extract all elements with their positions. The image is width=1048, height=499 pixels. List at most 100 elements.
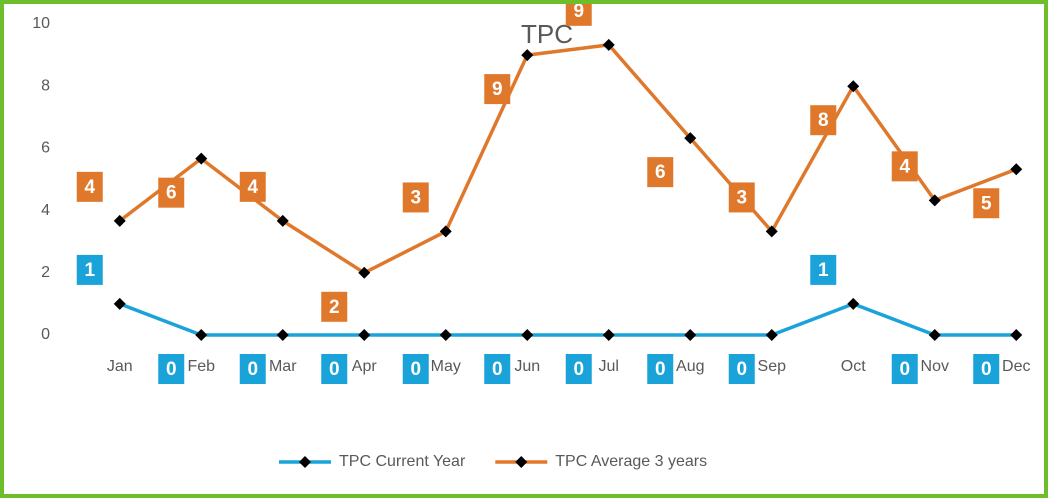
point-marker [1010, 329, 1023, 341]
data-label-text: 0 [981, 359, 992, 380]
data-label-box [647, 157, 674, 188]
data-label: 3 [402, 182, 429, 213]
y-tick-label: 8 [41, 77, 50, 94]
data-label-box [402, 354, 429, 384]
data-label-box [565, 0, 592, 26]
data-label-box [321, 354, 348, 384]
data-label: 1 [810, 254, 837, 285]
legend-marker [515, 456, 528, 468]
point-marker [439, 329, 452, 341]
data-label-text: 9 [573, 4, 584, 22]
data-label-text: 2 [329, 297, 340, 318]
data-label: 0 [484, 354, 511, 384]
point-marker [113, 214, 126, 227]
data-label: 6 [647, 157, 674, 188]
point-marker [358, 266, 371, 279]
x-tick-label: Nov [921, 358, 949, 375]
data-label: 0 [565, 354, 592, 384]
y-tick-label: 2 [41, 264, 50, 281]
point-marker [113, 297, 126, 310]
data-label-box [973, 188, 1000, 219]
x-tick-label: Mar [269, 358, 297, 375]
data-label: 2 [321, 291, 348, 322]
point-marker [684, 329, 697, 341]
point-marker [602, 38, 615, 51]
data-label-text: 3 [736, 187, 747, 208]
data-label-box [973, 354, 1000, 384]
y-tick-label: 6 [41, 140, 50, 157]
data-label-text: 6 [166, 183, 177, 204]
point-marker [684, 132, 697, 145]
data-label-text: 5 [981, 193, 992, 214]
point-marker [1010, 163, 1023, 176]
data-label: 5 [973, 188, 1000, 219]
data-label-box [891, 354, 918, 384]
legend-label: TPC Current Year [339, 453, 466, 470]
data-label-box [728, 354, 755, 384]
data-label: 1 [76, 254, 103, 285]
data-label: 4 [891, 151, 918, 182]
point-marker [195, 152, 208, 165]
x-tick-label: May [431, 358, 461, 375]
data-label-text: 0 [655, 359, 666, 380]
data-label-box [239, 354, 266, 384]
data-label: 0 [728, 354, 755, 384]
data-label-box [158, 177, 185, 208]
data-label-box [891, 151, 918, 182]
point-marker [928, 329, 941, 341]
data-label: 9 [565, 0, 592, 26]
data-label-text: 9 [492, 79, 503, 100]
legend-marker [299, 456, 311, 468]
point-marker [276, 329, 289, 341]
data-label: 4 [239, 171, 266, 202]
point-marker [276, 214, 289, 227]
y-tick-label: 4 [41, 202, 50, 219]
data-label-box [728, 182, 755, 213]
data-label-box [647, 354, 674, 384]
data-label: 9 [484, 74, 511, 105]
data-label: 0 [973, 354, 1000, 384]
data-label-text: 0 [736, 359, 747, 380]
data-label: 3 [728, 182, 755, 213]
x-tick-label: Aug [676, 358, 704, 375]
data-label-text: 0 [492, 359, 503, 380]
data-label-text: 1 [818, 260, 829, 281]
point-marker [439, 225, 452, 238]
point-marker [847, 80, 860, 93]
data-label: 0 [321, 354, 348, 384]
data-label: 0 [239, 354, 266, 384]
data-label-box [565, 354, 592, 384]
data-label-box [484, 74, 511, 105]
data-label: 8 [810, 105, 837, 136]
data-label-box [321, 291, 348, 322]
data-label-box [484, 354, 511, 384]
x-tick-label: Feb [187, 358, 215, 375]
data-label-text: 4 [247, 177, 258, 198]
data-label-text: 0 [329, 359, 340, 380]
data-label: 4 [76, 171, 103, 202]
point-marker [521, 49, 534, 62]
x-tick-label: Jul [599, 358, 619, 375]
data-label-text: 0 [166, 359, 177, 380]
point-marker [847, 297, 860, 310]
x-tick-label: Dec [1002, 358, 1030, 375]
x-tick-label: Apr [352, 358, 378, 375]
x-tick-label: Oct [841, 358, 866, 375]
y-tick-label: 10 [32, 15, 50, 32]
chart-title: TPC [521, 19, 573, 49]
x-tick-label: Jan [107, 358, 133, 375]
data-label-text: 0 [247, 359, 258, 380]
data-label-text: 0 [573, 359, 584, 380]
data-label-box [239, 171, 266, 202]
data-label-text: 4 [899, 156, 910, 177]
data-label-box [810, 105, 837, 136]
data-label: 0 [647, 354, 674, 384]
data-label-text: 6 [655, 162, 666, 183]
series-line [119, 302, 1017, 337]
x-tick-label: Jun [514, 358, 540, 375]
data-label-box [76, 254, 103, 285]
point-marker [602, 329, 615, 341]
data-label-box [158, 354, 185, 384]
